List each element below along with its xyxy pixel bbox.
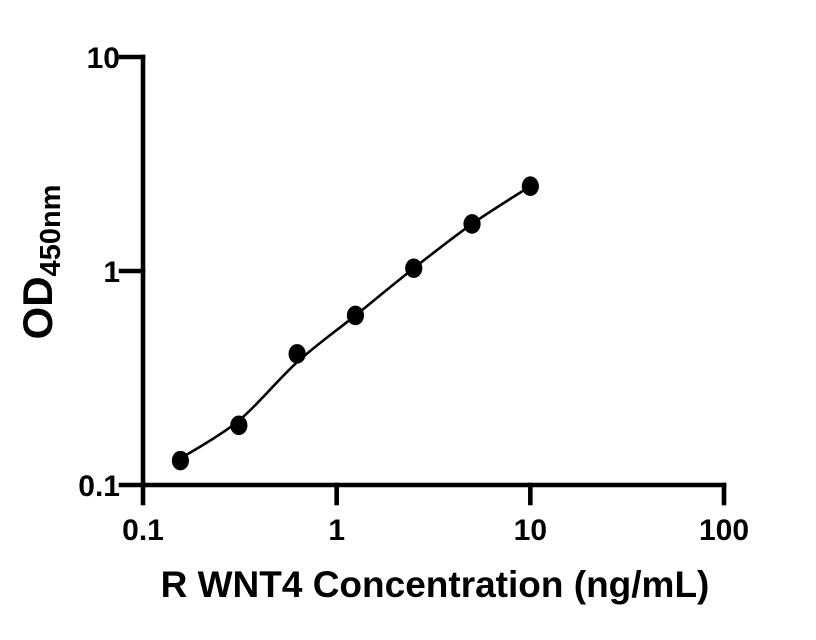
- data-point-marker: [521, 176, 539, 197]
- data-point-marker: [171, 450, 190, 471]
- data-point-marker: [288, 344, 306, 364]
- x-axis-title: R WNT4 Concentration (ng/mL): [161, 564, 710, 605]
- axis-spine: [140, 54, 727, 488]
- x-tick-label: 1: [328, 514, 345, 547]
- y-axis-title-subscript: 450nm: [35, 185, 67, 277]
- data-point-marker: [346, 305, 365, 326]
- y-tick-label: 1: [103, 256, 120, 289]
- x-tick-label: 100: [699, 514, 749, 547]
- data-point-marker: [405, 258, 423, 279]
- y-axis-title: OD450nm: [14, 185, 67, 340]
- y-tick-label: 0.1: [78, 470, 120, 503]
- axes: [140, 54, 727, 488]
- data-point-marker: [230, 415, 248, 436]
- data-point-marker: [463, 214, 481, 234]
- y-axis-title-main: OD: [14, 276, 61, 339]
- x-tick-label: 10: [514, 514, 547, 547]
- y-tick-label: 10: [87, 42, 120, 75]
- axis-ticks: [118, 54, 727, 506]
- axis-tick-labels: 0.1 1 10 100 0.1 1 10: [78, 42, 749, 547]
- data-points-layer: [171, 176, 539, 471]
- x-tick-label: 0.1: [122, 514, 164, 547]
